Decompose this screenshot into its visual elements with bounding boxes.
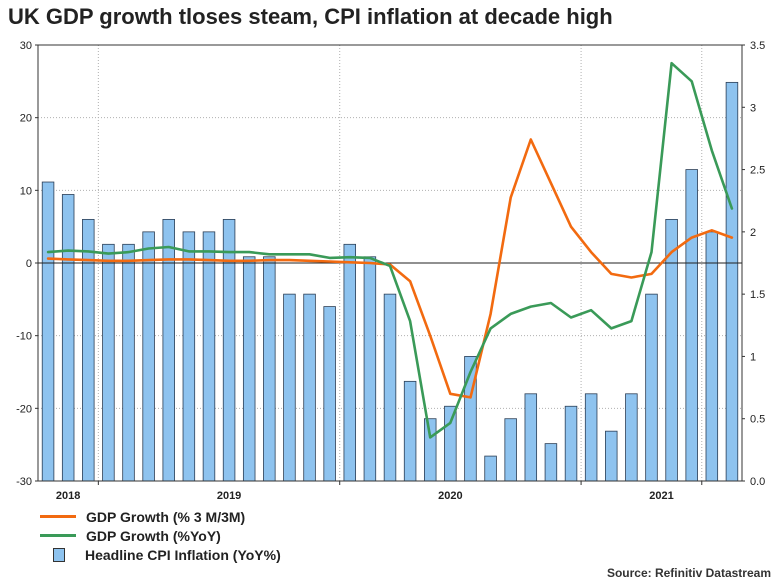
right-tick-label: 1.5 — [750, 289, 765, 301]
x-tick-label: 2021 — [649, 490, 673, 502]
gdp-3m-line — [46, 138, 734, 399]
right-tick-label: 3 — [750, 102, 756, 114]
right-tick-label: 2 — [750, 227, 756, 239]
cpi-bar — [182, 231, 196, 482]
cpi-bar — [544, 443, 558, 482]
cpi-bar — [61, 194, 75, 482]
cpi-bar — [564, 405, 578, 482]
cpi-bar — [504, 418, 517, 482]
cpi-bar — [444, 405, 457, 482]
cpi-bar — [584, 393, 598, 482]
cpi-bar — [625, 393, 638, 482]
axes — [35, 44, 745, 485]
cpi-bar — [82, 218, 95, 482]
cpi-bar — [242, 256, 256, 482]
legend-swatch-orange — [40, 515, 76, 518]
cpi-bar — [222, 218, 236, 482]
cpi-bar — [403, 380, 417, 482]
legend-label-gdp-3m: GDP Growth (% 3 M/3M) — [86, 508, 246, 525]
left-tick-label: 0 — [26, 258, 32, 270]
left-tick-label: 30 — [20, 40, 32, 52]
cpi-bar — [263, 256, 276, 482]
right-tick-label: 0.5 — [750, 414, 765, 426]
chart-title: UK GDP growth tloses steam, CPI inflatio… — [8, 4, 613, 29]
cpi-bar — [605, 430, 618, 482]
x-tick-label: 2020 — [438, 490, 462, 502]
legend-item-gdp-yoy: GDP Growth (%YoY) — [40, 526, 281, 545]
left-tick-label: 10 — [20, 185, 32, 197]
cpi-bar — [102, 243, 115, 482]
legend-item-gdp-3m: GDP Growth (% 3 M/3M) — [40, 507, 281, 526]
legend-label-gdp-yoy: GDP Growth (%YoY) — [86, 527, 221, 544]
cpi-bars — [41, 81, 739, 482]
cpi-bar — [524, 393, 538, 482]
cpi-bar — [363, 256, 377, 482]
cpi-bar — [303, 293, 316, 482]
cpi-bar — [142, 231, 155, 482]
cpi-bar — [484, 455, 497, 482]
right-tick-label: 1 — [750, 351, 756, 363]
legend-swatch-green — [40, 534, 76, 537]
left-tick-label: -20 — [16, 403, 32, 415]
gdp-yoy-line — [46, 61, 734, 439]
left-tick-label: -10 — [16, 331, 32, 343]
legend-label-cpi: Headline CPI Inflation (YoY%) — [85, 546, 281, 563]
cpi-bar — [383, 293, 397, 482]
legend-item-cpi: Headline CPI Inflation (YoY%) — [40, 545, 281, 564]
cpi-bar — [202, 231, 216, 482]
cpi-bar — [725, 81, 739, 482]
cpi-bar — [122, 243, 135, 482]
cpi-bar — [685, 169, 698, 482]
right-tick-label: 2.5 — [750, 165, 765, 177]
left-tick-label: -30 — [16, 476, 32, 488]
legend: GDP Growth (% 3 M/3M) GDP Growth (%YoY) … — [40, 507, 281, 564]
x-tick-label: 2018 — [56, 490, 80, 502]
tick-labels: 30 20 10 0 -10 -20 -30 3.5 3 2.5 2 1.5 1 0.5 0.0 2018 20… — [16, 40, 765, 502]
cpi-bar — [423, 418, 437, 482]
cpi-bar — [645, 293, 658, 482]
right-tick-label: 3.5 — [750, 40, 765, 52]
cpi-bar — [283, 293, 296, 482]
cpi-bar — [323, 306, 336, 482]
cpi-bar — [705, 231, 719, 482]
cpi-bar — [665, 218, 678, 482]
right-tick-label: 0.0 — [750, 476, 765, 488]
legend-swatch-blue — [53, 547, 65, 562]
x-tick-label: 2019 — [217, 490, 241, 502]
cpi-bar — [343, 243, 357, 482]
source-note: Source: Refinitiv Datastream — [606, 566, 771, 580]
cpi-bar — [41, 181, 55, 482]
gdp-lines — [46, 61, 734, 439]
left-tick-label: 20 — [20, 113, 32, 125]
